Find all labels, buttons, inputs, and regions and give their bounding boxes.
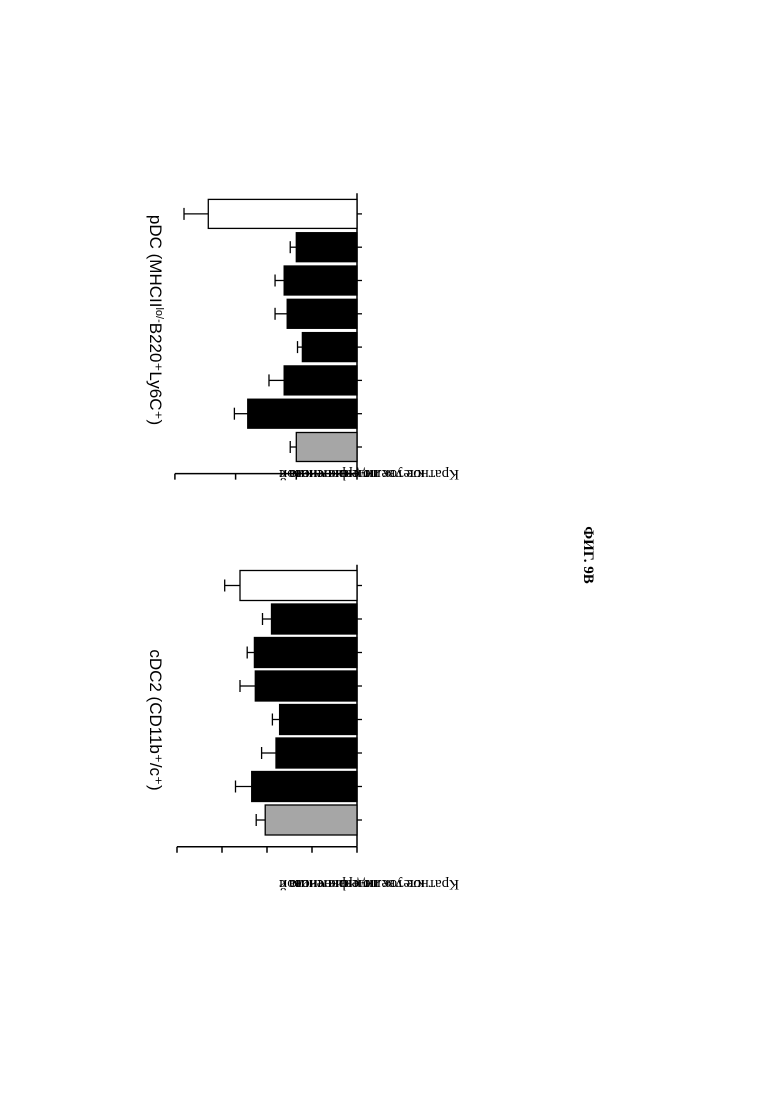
bar (287, 299, 357, 328)
chart-pdc: pDC (MHCIIlo/-B220⁺Ly6C⁺)Кратное увеличе… (146, 193, 459, 482)
bar (252, 772, 357, 802)
bar (280, 705, 357, 735)
bar (284, 266, 357, 295)
chart-title: cDC2 (CD11b⁺/c⁺) (146, 649, 165, 790)
bar (296, 233, 357, 262)
chart-cdc2: cDC2 (CD11b⁺/c⁺)Кратное увеличение числа… (146, 565, 459, 892)
chart-title: pDC (MHCIIlo/-B220⁺Ly6C⁺) (146, 215, 165, 425)
chart-title-main: pDC (MHCII (146, 215, 165, 308)
bar (248, 399, 357, 428)
bar (296, 433, 357, 462)
y-axis-label-line: индиф. основой (279, 466, 381, 482)
chart-title-superscript: lo/- (153, 307, 165, 323)
bar (208, 199, 357, 228)
chart-title-rest: B220⁺Ly6C⁺) (146, 323, 165, 425)
bar (302, 333, 357, 362)
bar (284, 366, 357, 395)
bar (276, 738, 357, 768)
y-axis-label-line: индиф. основой (279, 876, 381, 892)
bar (255, 671, 357, 701)
bar (272, 604, 358, 634)
bar (265, 805, 357, 835)
bar (240, 571, 357, 601)
figure-label: ФИГ. 9В (580, 526, 596, 583)
bar (254, 638, 357, 668)
